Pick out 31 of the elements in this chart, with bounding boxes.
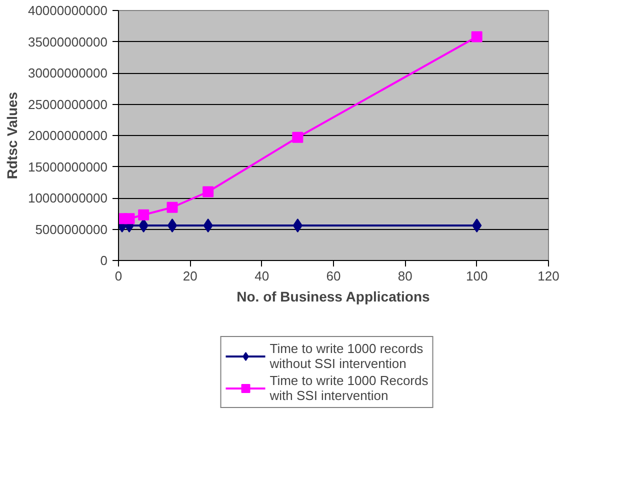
y-tick-label: 35000000000: [28, 34, 108, 50]
point: [202, 186, 214, 198]
y-tick-label: 15000000000: [28, 159, 108, 174]
y-tick-label: 0: [100, 253, 108, 268]
point: [203, 218, 213, 232]
point: [124, 213, 135, 224]
point: [138, 209, 150, 220]
point: [292, 132, 304, 143]
y-tick-label: 5000000000: [35, 222, 108, 237]
x-tick-label: 80: [398, 268, 412, 284]
point: [471, 31, 482, 42]
point: [292, 218, 302, 232]
legend-label: Time to write 1000 Records with SSI intervention: [270, 373, 428, 403]
point: [167, 218, 178, 232]
x-tick-label: 100: [466, 268, 488, 284]
x-tick-label: 40: [254, 268, 270, 284]
y-tick-label: 40000000000: [28, 3, 108, 18]
x-tick-label: 0: [114, 268, 122, 284]
legend-label: Time to write 1000 records without SSI intervention: [270, 341, 424, 371]
y-tick-label: 25000000000: [28, 96, 108, 112]
y-tick-label: 10000000000: [28, 190, 108, 206]
x-tick-label: 60: [326, 268, 341, 284]
x-tick-label: 120: [538, 268, 560, 284]
y-tick-label: 30000000000: [28, 66, 108, 80]
y-axis-title: Rdtsc Values: [4, 92, 20, 180]
point: [166, 202, 178, 213]
y-tick-label: 20000000000: [28, 128, 108, 143]
point: [472, 218, 482, 232]
x-tick-label: 20: [182, 268, 198, 284]
point: [138, 218, 148, 232]
x-axis-title: No. of Business Applications: [236, 288, 430, 304]
